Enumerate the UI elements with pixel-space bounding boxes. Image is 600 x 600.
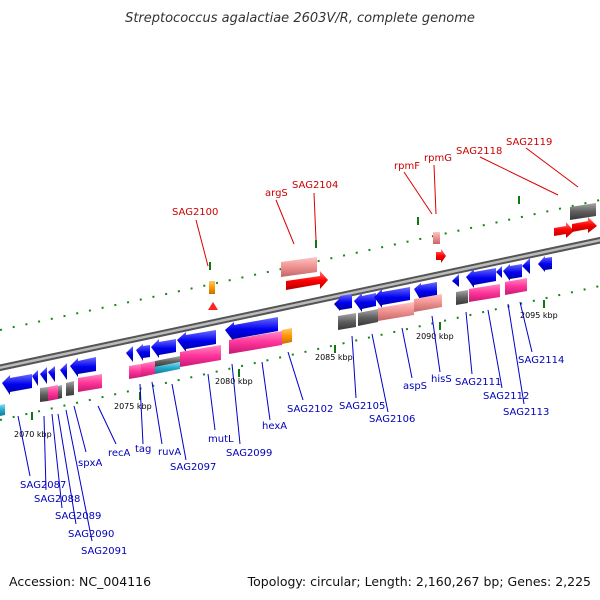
gene-arrow[interactable] — [40, 367, 47, 384]
gene-SAG2119[interactable] — [570, 203, 596, 220]
gene-label[interactable]: aspS — [403, 381, 427, 392]
gene-box[interactable] — [414, 294, 442, 312]
gene-arrow[interactable] — [177, 330, 216, 352]
gene-label[interactable]: SAG2118 — [456, 146, 502, 157]
gene-label[interactable]: SAG2099 — [226, 448, 272, 459]
gene-SAG2118-a[interactable] — [554, 222, 574, 238]
gene-box[interactable] — [155, 362, 180, 374]
gene-arrow[interactable] — [136, 344, 150, 361]
gene-label[interactable]: SAG2105 — [339, 401, 385, 412]
gene-arrow[interactable] — [2, 374, 32, 395]
gene-box[interactable] — [180, 345, 221, 367]
reverse-strand-features — [0, 256, 552, 416]
gene-arrow[interactable] — [48, 366, 55, 382]
gene-rpmF[interactable] — [433, 232, 440, 244]
gene-arrow[interactable] — [60, 363, 67, 380]
gene-label[interactable]: SAG2104 — [292, 180, 338, 191]
gene-box[interactable] — [378, 302, 414, 321]
gene-box[interactable] — [358, 309, 378, 326]
gene-label[interactable]: SAG2088 — [34, 494, 80, 505]
gene-arrow[interactable] — [452, 274, 459, 287]
gene-box[interactable] — [40, 387, 48, 402]
gene-label[interactable]: SAG2087 — [20, 480, 66, 491]
gene-box[interactable] — [0, 404, 5, 416]
gene-argS[interactable] — [281, 257, 317, 277]
gene-label[interactable]: hisS — [431, 374, 452, 385]
gene-label[interactable]: SAG2100 — [172, 207, 218, 218]
accession-text: Accession: NC_004116 — [9, 574, 152, 589]
lower-gene-labels: SAG2087 SAG2088 SAG2089 SAG2090 SAG2091 … — [20, 355, 564, 557]
gene-arrow[interactable] — [151, 339, 176, 358]
gene-label[interactable]: SAG2097 — [170, 462, 216, 473]
gene-label[interactable]: SAG2114 — [518, 355, 564, 366]
lower-label-leaders — [17, 301, 533, 542]
gene-arrow[interactable] — [496, 266, 502, 278]
gene-arrow[interactable] — [538, 256, 552, 272]
gene-label[interactable]: SAG2106 — [369, 414, 415, 425]
gene-label[interactable]: tag — [135, 444, 151, 455]
gene-box[interactable] — [155, 356, 180, 367]
gene-label[interactable]: recA — [108, 448, 131, 459]
gene-label[interactable]: rpmG — [424, 153, 452, 164]
gene-box[interactable] — [229, 331, 282, 354]
gene-label[interactable]: SAG2111 — [455, 377, 501, 388]
forward-strand-features — [208, 203, 597, 310]
gene-label[interactable]: SAG2090 — [68, 529, 114, 540]
gene-arrow[interactable] — [374, 287, 410, 308]
gene-arrow[interactable] — [466, 268, 496, 288]
gene-rpmG[interactable] — [436, 249, 446, 263]
gene-arrow[interactable] — [354, 293, 376, 312]
tick-label: 2075 kbp — [114, 402, 152, 411]
gene-arrow[interactable] — [70, 357, 96, 377]
gene-label[interactable]: ruvA — [158, 447, 181, 458]
gene-arrow[interactable] — [334, 294, 352, 311]
gene-box[interactable] — [141, 361, 155, 377]
gene-box[interactable] — [48, 385, 58, 401]
gene-label[interactable]: SAG2089 — [55, 511, 101, 522]
gene-box[interactable] — [469, 284, 500, 302]
gene-label[interactable]: argS — [265, 188, 288, 199]
gene-label[interactable]: mutL — [208, 434, 234, 445]
gene-box[interactable] — [456, 290, 468, 305]
gene-box[interactable] — [66, 381, 74, 396]
upper-gene-labels: SAG2100 argS SAG2104 rpmF rpmG SAG2118 S… — [172, 137, 552, 218]
gene-label[interactable]: SAG2119 — [506, 137, 552, 148]
gene-SAG2118-b[interactable] — [572, 217, 597, 233]
scale-ticks: 2070 kbp 2075 kbp 2080 kbp 2085 kbp 2090… — [14, 196, 558, 439]
gene-label[interactable]: SAG2113 — [503, 407, 549, 418]
gene-label[interactable]: SAG2102 — [287, 404, 333, 415]
tick-label: 2070 kbp — [14, 430, 52, 439]
gene-label[interactable]: SAG2112 — [483, 391, 529, 402]
gene-box[interactable] — [338, 313, 356, 330]
gene-label[interactable]: rpmF — [394, 161, 420, 172]
gene-box[interactable] — [505, 278, 527, 295]
gene-label[interactable]: hexA — [262, 421, 287, 432]
gene-arrow[interactable] — [126, 346, 133, 362]
genome-backbone — [0, 236, 600, 372]
map-title: Streptococcus agalactiae 2603V/R, comple… — [125, 11, 475, 26]
gene-box[interactable] — [282, 328, 292, 344]
upper-label-leaders — [195, 147, 579, 267]
gene-box[interactable] — [129, 364, 141, 379]
gene-arrow[interactable] — [32, 370, 38, 386]
gene-arrow[interactable] — [414, 282, 437, 301]
marker-arrow — [208, 302, 218, 310]
gene-SAG2100[interactable] — [209, 281, 215, 294]
gene-box[interactable] — [58, 385, 62, 399]
gene-box[interactable] — [78, 374, 102, 392]
gene-SAG2104[interactable] — [286, 271, 328, 290]
gene-label[interactable]: SAG2091 — [81, 546, 127, 557]
tick-label: 2095 kbp — [520, 311, 558, 320]
tick-label: 2085 kbp — [315, 353, 353, 362]
topology-text: Topology: circular; Length: 2,160,267 bp… — [247, 574, 591, 589]
gene-arrow[interactable] — [522, 258, 530, 274]
gene-arrow[interactable] — [225, 317, 278, 342]
gene-label[interactable]: spxA — [78, 458, 102, 469]
gene-arrow[interactable] — [503, 264, 522, 281]
